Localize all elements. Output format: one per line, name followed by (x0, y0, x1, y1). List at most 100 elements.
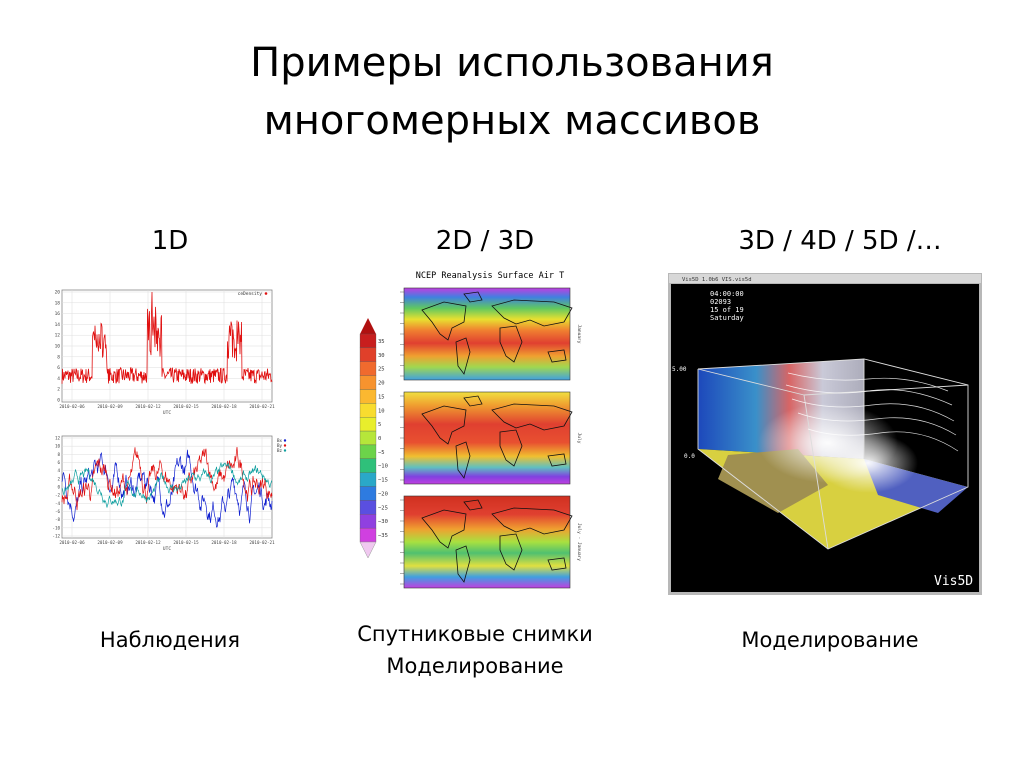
window-titlebar (669, 274, 981, 283)
map-panel: July - January (400, 495, 582, 589)
colorbar-tick: −25 (378, 505, 388, 511)
coastline (491, 403, 573, 431)
colorbar-tick: −35 (378, 533, 388, 539)
colorbar-segment (359, 486, 377, 501)
top-legend-label: ceDensity (238, 291, 263, 297)
coastline (421, 405, 467, 445)
bottom-ytick: -8 (55, 517, 61, 522)
bottom-ytick: -6 (55, 509, 61, 514)
info-time: 04:00:00 (710, 290, 744, 298)
map-panel: January (400, 287, 582, 381)
info-date: 02093 (710, 298, 731, 306)
coastline (463, 499, 483, 511)
top-xlabel: UTC (163, 410, 171, 416)
caption-3d-line: Моделирование (741, 628, 919, 652)
caption-modeling: Моделирование (710, 624, 950, 656)
bottom-xtick: 2010-02-06 (59, 540, 85, 545)
coastline (499, 325, 523, 363)
map-panels: January July July - January (400, 287, 582, 589)
colorbar-tick: 0 (378, 436, 381, 442)
colorbar-segment (359, 527, 377, 543)
coastline (455, 337, 471, 375)
colorbar-segment (359, 500, 377, 515)
bottom-ytick: -2 (55, 493, 61, 498)
bx-series-line (61, 449, 273, 528)
colorbar: 35 30 25 20 15 10 5 0 −5 −10 −15 −20 −25 −30 −35 (359, 318, 388, 558)
axis-label-top: 5.00 (672, 366, 687, 373)
colorbar-tick: 30 (378, 353, 385, 359)
bounding-box (697, 358, 969, 550)
colorbar-segment (359, 472, 377, 487)
caption-satellite-modeling: Спутниковые снимки Моделирование (330, 618, 620, 682)
colorbar-tick: −30 (378, 519, 388, 525)
bottom-xtick: 2010-02-09 (97, 540, 123, 545)
bottom-ytick: 2 (57, 476, 60, 481)
top-ytick: 18 (55, 300, 61, 306)
colorbar-segment (359, 444, 377, 459)
bottom-ytick: 6 (57, 460, 60, 465)
colorbar-tick: −5 (378, 450, 385, 456)
info-step: 15 of 19 (710, 306, 744, 314)
column-heading-3d-4d-5d: 3D / 4D / 5D /… (738, 226, 942, 256)
top-ytick: 10 (55, 344, 61, 350)
coastline (499, 533, 523, 571)
bottom-xtick: 2010-02-15 (173, 540, 199, 545)
slide-title: Примеры использования многомерных массив… (0, 34, 1024, 150)
coastline (463, 395, 483, 407)
bottom-ytick: -4 (55, 501, 61, 506)
bottom-xtick: 2010-02-21 (249, 540, 275, 545)
colorbar-tick: −20 (378, 491, 388, 497)
map-field (403, 391, 571, 485)
density-series-line (61, 291, 273, 385)
top-xtick: 2010-02-12 (135, 404, 161, 409)
map-side-label: January (576, 325, 582, 344)
colorbar-tick: 15 (378, 394, 385, 400)
top-ytick: 0 (57, 398, 60, 404)
colorbar-tick: 5 (378, 422, 381, 428)
map-field (403, 287, 571, 381)
top-ytick: 8 (57, 354, 60, 360)
caption-2d-line-1: Спутниковые снимки (357, 622, 593, 646)
top-ytick: 20 (55, 290, 61, 296)
map-panel: July (400, 391, 582, 485)
by-series-line (61, 446, 273, 511)
column-heading-2d-3d: 2D / 3D (435, 226, 535, 256)
coastline (491, 507, 573, 535)
top-legend-marker (264, 292, 268, 295)
coastline (547, 453, 567, 467)
bottom-ytick: -10 (52, 525, 60, 530)
top-ytick: 4 (57, 376, 60, 382)
bottom-ytick: 12 (55, 436, 61, 441)
top-ytick: 14 (55, 322, 61, 328)
colorbar-tick: 35 (378, 339, 385, 345)
coastline (455, 441, 471, 479)
bottom-ytick: -12 (52, 534, 60, 539)
vis5d-logo: Vis5D (934, 574, 973, 589)
window-title: Vis5D 1.0b6 VIS.vis5d (682, 277, 752, 283)
top-xtick: 2010-02-18 (211, 404, 237, 409)
coastline (455, 545, 471, 583)
top-xtick: 2010-02-06 (59, 404, 85, 409)
top-xtick: 2010-02-15 (173, 404, 199, 409)
coastline (547, 349, 567, 363)
colorbar-tick: 10 (378, 408, 385, 414)
colorbar-tick: −15 (378, 478, 388, 484)
info-day: Saturday (710, 314, 744, 322)
colorbar-tick: −10 (378, 464, 388, 470)
colorbar-segment (359, 389, 377, 404)
coastline (421, 509, 467, 549)
vis5d-window: Vis5D 1.0b6 VIS.vis5d 04:00:00 02093 15 … (668, 273, 982, 595)
colorbar-segment (359, 403, 377, 418)
top-ytick: 2 (57, 387, 60, 393)
coastline (421, 301, 467, 341)
coastline (499, 429, 523, 467)
axis-label-bottom: 0.0 (684, 453, 695, 460)
colorbar-tick: 20 (378, 381, 385, 387)
top-ytick: 12 (55, 333, 61, 339)
coastline (463, 291, 483, 303)
coastline (491, 299, 573, 327)
contour-lines (785, 372, 959, 452)
bottom-ytick: 4 (57, 468, 60, 473)
colorbar-segment (359, 458, 377, 473)
